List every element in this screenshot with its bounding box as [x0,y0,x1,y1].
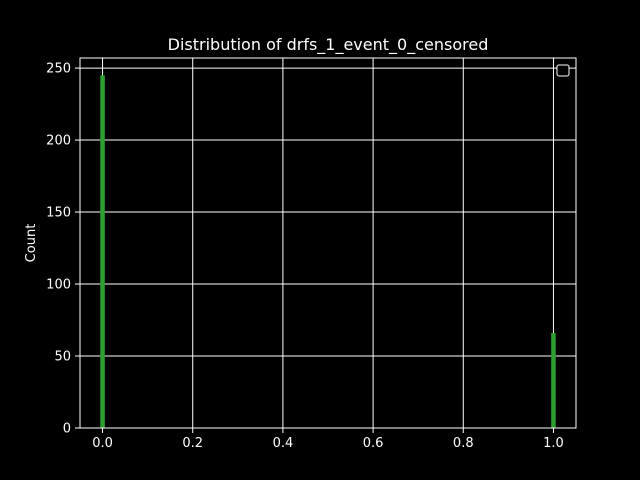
histogram-bar [100,75,105,428]
histogram-bar [551,332,556,428]
legend-box [556,64,570,77]
y-axis-label: Count [24,224,39,263]
x-tick-label: 0.8 [453,436,474,451]
y-tick-label: 150 [46,206,71,221]
y-tick-label: 200 [46,134,71,149]
ticks: 0.0 0.2 0.4 0.6 0.8 1.0 0 50 100 150 200 250 [46,62,564,451]
chart-title: Distribution of drfs_1_event_0_censored [168,35,489,55]
x-tick-label: 0.0 [92,436,113,451]
y-tick-label: 250 [46,62,71,77]
x-tick-label: 0.6 [363,436,384,451]
y-tick-label: 50 [54,350,71,365]
x-tick-label: 0.2 [182,436,203,451]
bars [100,75,556,428]
y-tick-label: 0 [63,422,71,437]
y-tick-label: 100 [46,278,71,293]
x-tick-label: 1.0 [543,436,564,451]
x-tick-label: 0.4 [273,436,294,451]
plot-frame [79,57,577,429]
